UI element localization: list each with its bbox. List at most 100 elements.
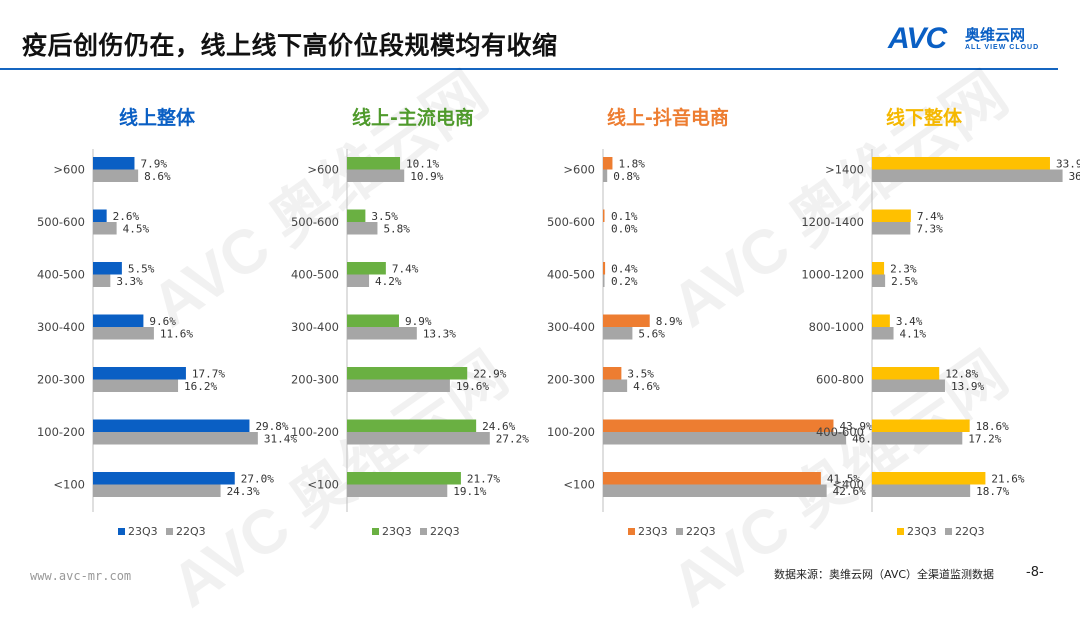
page-title: 疫后创伤仍在，线上线下高价位段规模均有收缩 (22, 31, 558, 60)
logo-mark: AVC (888, 22, 947, 55)
data-label: 21.6% (991, 473, 1024, 486)
category-label: 500-600 (547, 215, 595, 229)
bar-23q3-5 (603, 419, 834, 432)
logo-chinese-name: 奥维云网 (965, 26, 1026, 44)
bar-23q3-1 (872, 209, 911, 222)
data-label: 7.4% (917, 210, 944, 223)
bar-22q3-3 (93, 327, 154, 340)
data-label: 9.6% (149, 315, 176, 328)
data-label: 10.9% (410, 170, 443, 183)
legend-label: 22Q3 (955, 525, 985, 538)
bar-23q3-4 (347, 367, 468, 380)
bar-22q3-1 (872, 222, 911, 235)
bar-23q3-1 (93, 209, 107, 222)
data-label: 43.9% (839, 420, 872, 433)
bar-23q3-0 (347, 157, 401, 170)
category-label: 1200-1400 (801, 215, 864, 229)
bar-22q3-6 (347, 484, 448, 497)
category-label: 300-400 (37, 320, 85, 334)
category-label: >1400 (825, 163, 864, 177)
data-label: 22.9% (473, 368, 506, 381)
data-label: 13.9% (951, 380, 984, 393)
bar-22q3-4 (603, 379, 628, 392)
bar-23q3-0 (872, 157, 1050, 170)
bar-22q3-3 (872, 327, 894, 340)
legend-swatch-22q3 (420, 528, 427, 535)
legend-label: 23Q3 (382, 525, 412, 538)
bar-22q3-6 (872, 484, 971, 497)
bar-22q3-6 (603, 484, 827, 497)
data-label: 2.6% (113, 210, 140, 223)
bar-22q3-4 (93, 379, 179, 392)
bar-22q3-2 (872, 274, 886, 287)
category-label: 300-400 (547, 320, 595, 334)
bar-23q3-1 (347, 209, 366, 222)
category-label: >600 (307, 163, 339, 177)
bar-22q3-0 (872, 169, 1063, 182)
data-label: 2.3% (890, 263, 917, 276)
footer-source: 数据来源：奥维云网（AVC）全渠道监测数据 (774, 568, 995, 581)
bar-23q3-2 (347, 262, 386, 275)
bar-23q3-3 (93, 314, 144, 327)
legend-label: 22Q3 (686, 525, 716, 538)
legend-label: 23Q3 (128, 525, 158, 538)
bar-22q3-2 (603, 274, 605, 287)
bar-23q3-1 (603, 209, 605, 222)
data-label: 4.2% (375, 275, 402, 288)
category-label: 100-200 (291, 425, 339, 439)
bar-22q3-3 (347, 327, 417, 340)
data-label: 29.8% (255, 420, 288, 433)
legend-swatch-23q3 (372, 528, 379, 535)
data-label: 3.3% (116, 275, 143, 288)
data-label: 4.5% (123, 223, 150, 236)
data-label: 0.2% (611, 275, 638, 288)
data-label: 5.5% (128, 263, 155, 276)
data-label: 7.3% (916, 223, 943, 236)
data-label: 12.8% (945, 368, 978, 381)
category-label: >600 (563, 163, 595, 177)
bar-22q3-4 (347, 379, 450, 392)
data-label: 16.2% (184, 380, 217, 393)
data-label: 13.3% (423, 328, 456, 341)
category-label: 1000-1200 (801, 268, 864, 282)
chart-title: 线下整体 (886, 106, 963, 129)
data-label: 36.3% (1069, 170, 1080, 183)
legend-label: 22Q3 (430, 525, 460, 538)
bar-23q3-4 (603, 367, 622, 380)
bar-23q3-6 (93, 472, 235, 485)
data-label: 3.5% (627, 368, 654, 381)
bar-22q3-5 (872, 432, 963, 445)
bar-22q3-3 (603, 327, 633, 340)
category-label: 600-800 (816, 373, 864, 387)
bar-23q3-4 (872, 367, 940, 380)
category-label: 400-600 (816, 425, 864, 439)
data-label: 1.8% (618, 158, 645, 171)
data-label: 5.6% (638, 328, 665, 341)
legend-label: 23Q3 (638, 525, 668, 538)
bar-22q3-5 (347, 432, 490, 445)
legend-label: 23Q3 (907, 525, 937, 538)
bar-23q3-4 (93, 367, 186, 380)
data-label: 9.9% (405, 315, 432, 328)
data-label: 17.7% (192, 368, 225, 381)
category-label: 100-200 (547, 425, 595, 439)
data-label: 3.5% (371, 210, 398, 223)
category-label: 400-500 (37, 268, 85, 282)
legend-swatch-22q3 (676, 528, 683, 535)
legend-swatch-22q3 (945, 528, 952, 535)
data-label: 24.6% (482, 420, 515, 433)
category-label: <100 (307, 478, 339, 492)
charts-canvas: 线上整体 >600 7.9%8.6% 500-600 2.6%4.5% 400-500 5.… (37, 106, 1080, 538)
legend-label: 22Q3 (176, 525, 206, 538)
category-label: >600 (53, 163, 85, 177)
category-label: 200-300 (547, 373, 595, 387)
chart-title: 线上-抖音电商 (607, 106, 729, 129)
bar-23q3-5 (347, 419, 477, 432)
data-label: 10.1% (406, 158, 439, 171)
bar-23q3-6 (872, 472, 986, 485)
footer-url: www.avc-mr.com (30, 569, 132, 583)
data-label: 4.1% (900, 328, 927, 341)
bar-23q3-0 (603, 157, 613, 170)
data-label: 19.6% (456, 380, 489, 393)
data-label: 11.6% (160, 328, 193, 341)
